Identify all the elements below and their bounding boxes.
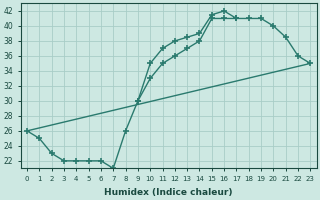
X-axis label: Humidex (Indice chaleur): Humidex (Indice chaleur) bbox=[104, 188, 233, 197]
